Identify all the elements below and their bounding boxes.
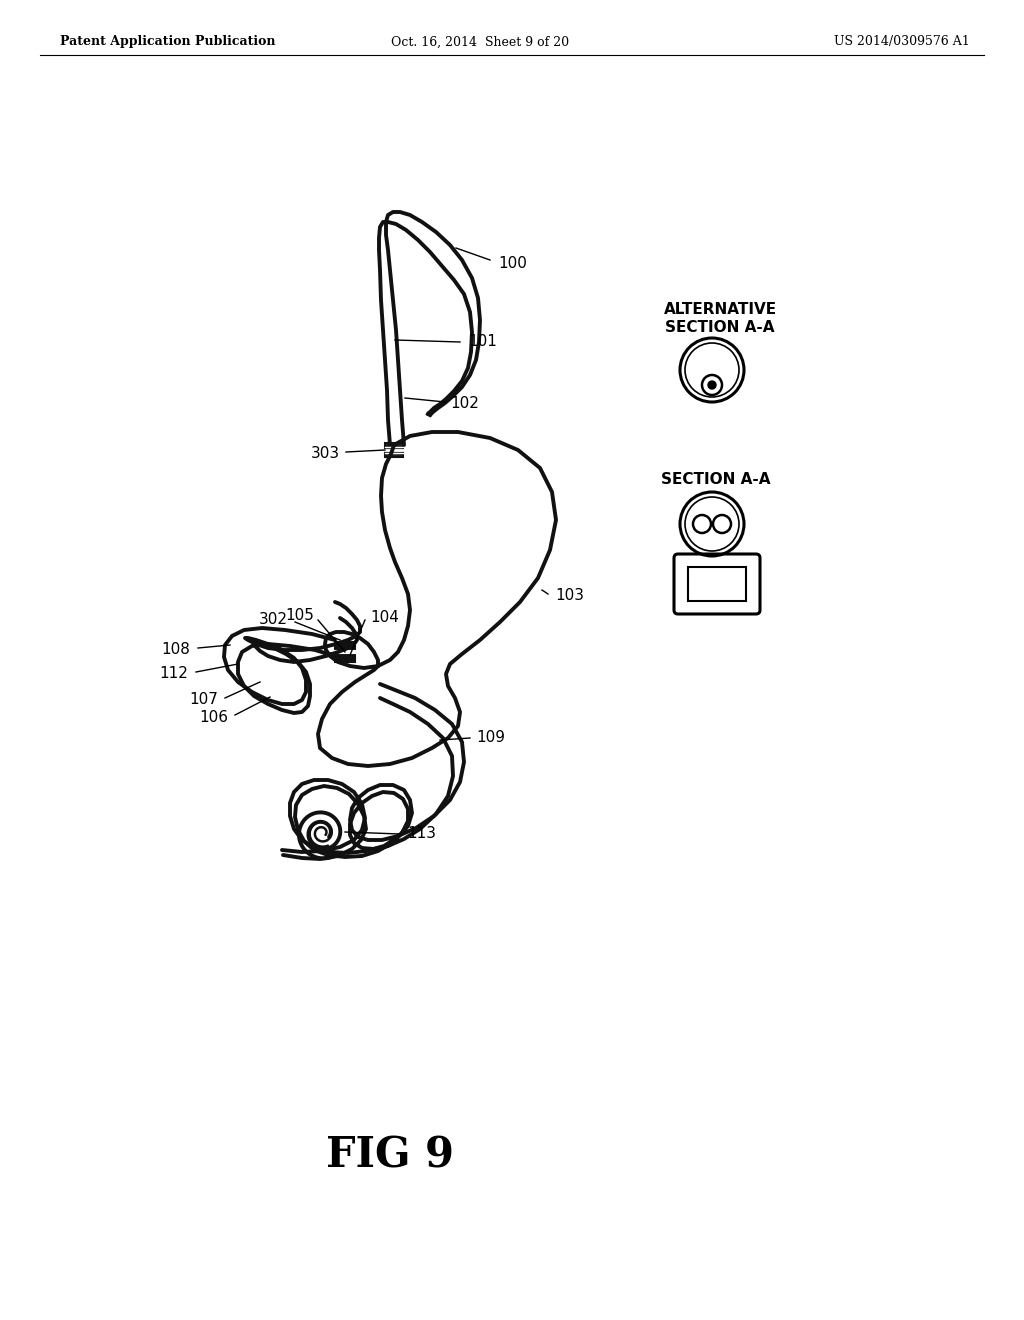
Text: 101: 101 xyxy=(468,334,497,350)
Text: 113: 113 xyxy=(407,826,436,842)
Text: 112: 112 xyxy=(159,667,188,681)
Text: 108: 108 xyxy=(161,642,190,656)
Bar xyxy=(688,568,746,601)
Text: 105: 105 xyxy=(285,609,314,623)
Text: 103: 103 xyxy=(555,589,584,603)
Text: FIG 9: FIG 9 xyxy=(326,1134,454,1176)
Text: SECTION A-A: SECTION A-A xyxy=(662,473,771,487)
Text: SECTION A-A: SECTION A-A xyxy=(666,321,775,335)
Text: 100: 100 xyxy=(498,256,527,272)
Text: 106: 106 xyxy=(199,710,228,726)
Text: 102: 102 xyxy=(450,396,479,412)
Text: 303: 303 xyxy=(311,446,340,461)
Circle shape xyxy=(708,381,716,389)
Text: Oct. 16, 2014  Sheet 9 of 20: Oct. 16, 2014 Sheet 9 of 20 xyxy=(391,36,569,49)
Bar xyxy=(335,653,355,663)
Text: 302: 302 xyxy=(259,612,288,627)
Text: 104: 104 xyxy=(370,610,399,626)
Text: Patent Application Publication: Patent Application Publication xyxy=(60,36,275,49)
Text: 107: 107 xyxy=(189,693,218,708)
Text: US 2014/0309576 A1: US 2014/0309576 A1 xyxy=(835,36,970,49)
Text: 109: 109 xyxy=(476,730,505,746)
Bar xyxy=(335,642,355,651)
Bar xyxy=(385,444,403,457)
Text: ALTERNATIVE: ALTERNATIVE xyxy=(664,302,776,318)
